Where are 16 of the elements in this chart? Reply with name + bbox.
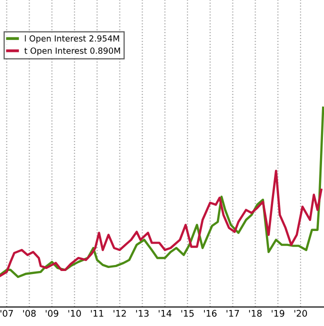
x-tick-label: '19 — [272, 310, 284, 317]
x-tick-label: '20 — [294, 310, 307, 317]
x-tick-label: '16 — [204, 310, 217, 317]
x-tick-label: '17 — [226, 310, 239, 317]
x-tick-label: '08 — [23, 310, 36, 317]
x-tick-label: '14 — [158, 310, 172, 317]
x-tick-label: '18 — [249, 310, 262, 317]
legend-label: t Open Interest 0.890M — [24, 48, 120, 56]
x-tick-label: '09 — [46, 310, 58, 317]
x-tick-label: '11 — [90, 310, 104, 317]
x-tick-label: '13 — [136, 310, 149, 317]
x-tick-label: '10 — [68, 310, 81, 317]
legend-label: l Open Interest 2.954M — [24, 35, 120, 44]
x-tick-label: '15 — [181, 310, 194, 317]
x-tick-label: '12 — [114, 310, 126, 317]
x-tick-label: '07 — [0, 310, 13, 317]
